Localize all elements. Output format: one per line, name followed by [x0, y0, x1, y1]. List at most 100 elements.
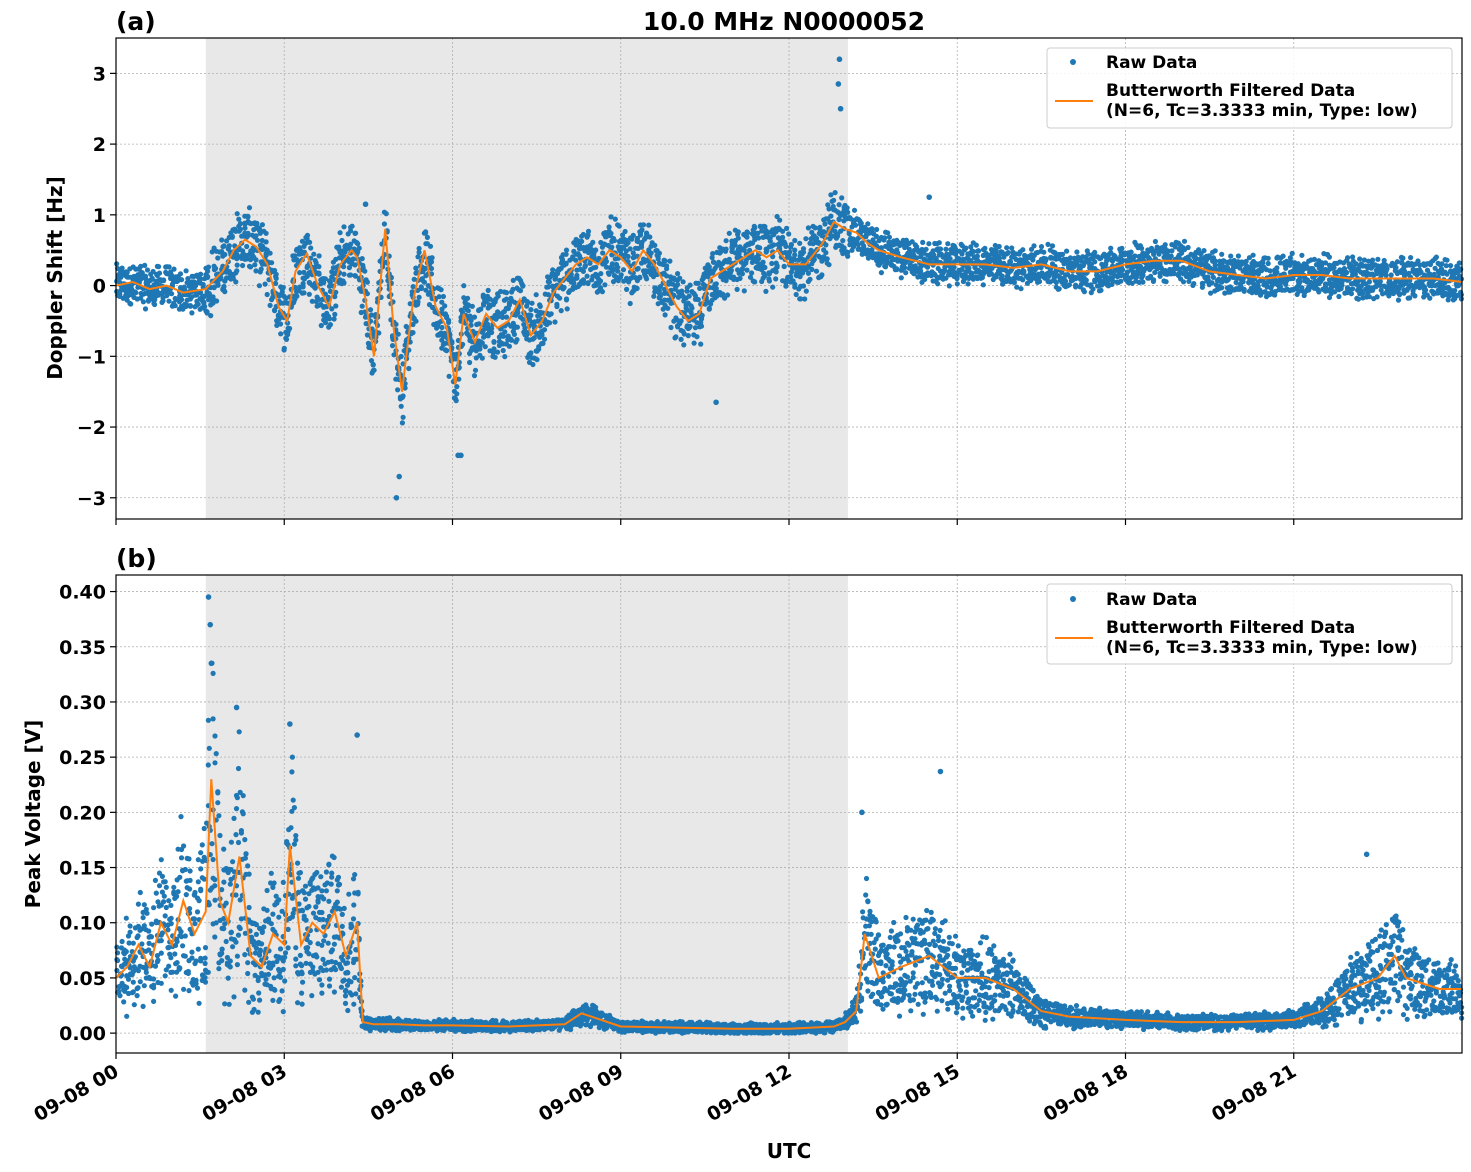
raw-point: [201, 825, 207, 832]
raw-point: [175, 889, 181, 895]
raw-point: [327, 322, 333, 328]
raw-point: [253, 268, 259, 274]
raw-point: [869, 226, 875, 232]
raw-point: [1212, 248, 1218, 254]
raw-point: [423, 287, 429, 293]
raw-point: [307, 940, 313, 946]
raw-point: [216, 813, 222, 819]
raw-point: [609, 244, 615, 250]
raw-point: [212, 934, 218, 940]
raw-point: [737, 275, 743, 281]
raw-point: [116, 988, 122, 994]
raw-point: [195, 946, 201, 952]
raw-point: [635, 265, 641, 272]
raw-point: [135, 968, 141, 974]
raw-point: [205, 762, 211, 768]
panel-b-tag: (b): [116, 544, 157, 573]
raw-point: [304, 232, 311, 238]
raw-point: [231, 815, 237, 822]
raw-point: [364, 332, 370, 338]
panel-a-legend: Raw Data Butterworth Filtered Data (N=6,…: [1046, 47, 1453, 129]
raw-point: [227, 881, 233, 887]
raw-point: [135, 985, 141, 991]
raw-point: [561, 284, 567, 291]
raw-point: [198, 290, 204, 296]
raw-point: [234, 953, 240, 959]
raw-point: [362, 309, 368, 315]
raw-point: [259, 941, 265, 947]
raw-point: [276, 897, 282, 903]
raw-point: [618, 272, 624, 278]
raw-point: [1393, 265, 1399, 271]
raw-point: [168, 921, 174, 927]
raw-point: [293, 945, 299, 951]
raw-point: [573, 257, 579, 263]
raw-point: [644, 276, 650, 282]
raw-point: [691, 340, 697, 346]
raw-point: [189, 949, 195, 955]
raw-point: [648, 250, 654, 256]
raw-point: [346, 265, 352, 271]
raw-point: [173, 993, 179, 999]
raw-point: [552, 319, 558, 325]
raw-point: [689, 305, 695, 311]
raw-point: [133, 290, 139, 296]
raw-point: [442, 340, 448, 346]
raw-point: [436, 294, 442, 300]
raw-point: [183, 268, 189, 274]
raw-point: [1235, 253, 1241, 259]
raw-point: [395, 387, 401, 393]
raw-point: [1370, 257, 1376, 263]
raw-point: [973, 242, 979, 248]
raw-point: [1452, 288, 1458, 294]
raw-point: [574, 275, 580, 281]
raw-point: [236, 729, 242, 735]
raw-point: [585, 228, 592, 234]
raw-point: [200, 281, 206, 288]
raw-point: [367, 307, 374, 313]
raw-point: [273, 280, 279, 286]
raw-point: [210, 856, 216, 863]
raw-point: [245, 863, 251, 869]
raw-point: [495, 293, 501, 299]
raw-point: [1181, 238, 1188, 244]
raw-point: [745, 230, 751, 236]
raw-point: [326, 862, 332, 868]
raw-point: [121, 999, 127, 1005]
raw-point: [182, 866, 188, 873]
raw-point: [383, 211, 389, 217]
raw-point: [1063, 278, 1069, 284]
raw-point: [557, 295, 563, 301]
raw-point: [951, 264, 957, 270]
raw-point: [321, 896, 327, 902]
raw-point: [158, 950, 164, 956]
raw-point: [205, 969, 211, 975]
raw-point: [1345, 255, 1351, 261]
raw-point: [1289, 250, 1295, 256]
raw-point: [675, 271, 681, 277]
raw-point: [323, 967, 329, 973]
raw-point: [612, 216, 618, 222]
raw-point: [678, 336, 684, 342]
raw-point: [269, 260, 275, 266]
raw-point: [548, 311, 554, 317]
raw-point: [238, 830, 244, 836]
raw-point: [302, 883, 309, 889]
raw-point: [652, 242, 658, 248]
raw-point: [196, 898, 202, 904]
raw-point: [264, 907, 270, 913]
raw-point: [1036, 278, 1043, 285]
raw-point: [506, 343, 512, 349]
raw-point: [811, 256, 817, 263]
raw-point: [221, 243, 227, 249]
raw-point: [1128, 249, 1134, 255]
raw-point: [485, 287, 491, 293]
raw-point: [179, 297, 185, 303]
raw-point: [391, 352, 397, 358]
raw-point: [303, 917, 309, 923]
raw-point: [215, 282, 221, 288]
raw-point: [198, 886, 204, 892]
raw-point: [202, 975, 208, 981]
raw-point: [399, 420, 405, 426]
